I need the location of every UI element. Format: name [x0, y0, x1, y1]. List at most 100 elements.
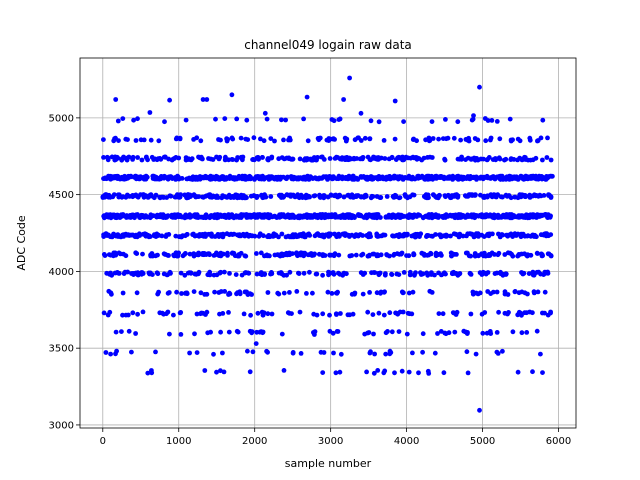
- data-point: [542, 289, 548, 295]
- data-point: [281, 137, 286, 143]
- data-point: [104, 233, 110, 239]
- data-point: [224, 195, 230, 200]
- data-point: [455, 119, 461, 125]
- data-point: [243, 253, 249, 259]
- data-point: [134, 290, 140, 296]
- data-point: [495, 351, 501, 356]
- data-point: [126, 233, 132, 238]
- data-point: [519, 289, 525, 295]
- data-point: [460, 233, 466, 239]
- data-point: [418, 175, 423, 181]
- data-point: [507, 177, 512, 182]
- data-point: [316, 233, 322, 238]
- data-point: [111, 231, 116, 237]
- data-point: [123, 312, 129, 318]
- data-point: [531, 290, 537, 296]
- data-point: [122, 269, 128, 275]
- data-point: [187, 251, 193, 257]
- data-point: [495, 192, 501, 198]
- data-point: [130, 310, 136, 316]
- data-point: [222, 116, 228, 121]
- data-point: [514, 214, 519, 220]
- data-point: [198, 138, 204, 144]
- data-point: [544, 155, 550, 160]
- data-point: [333, 370, 339, 376]
- data-point: [433, 250, 439, 256]
- data-point: [198, 214, 204, 220]
- data-point: [320, 370, 326, 375]
- data-point: [358, 194, 364, 200]
- data-point: [179, 234, 184, 240]
- data-point: [372, 351, 377, 357]
- data-point: [248, 193, 254, 199]
- data-point: [165, 176, 171, 182]
- data-point: [484, 330, 490, 336]
- data-point: [313, 271, 319, 277]
- data-point: [106, 212, 112, 218]
- data-point: [375, 157, 381, 162]
- data-point: [141, 175, 147, 181]
- data-point: [539, 252, 545, 258]
- data-point: [506, 310, 511, 315]
- data-point: [109, 291, 114, 297]
- data-point: [298, 232, 304, 237]
- data-point: [469, 231, 475, 237]
- data-point: [539, 174, 544, 179]
- data-point: [544, 174, 549, 179]
- data-point: [494, 289, 500, 295]
- x-tick-label: 1000: [166, 436, 191, 447]
- data-point: [129, 349, 134, 355]
- data-point: [392, 98, 398, 104]
- data-point: [301, 253, 307, 259]
- data-point: [437, 193, 442, 199]
- data-point: [293, 234, 299, 239]
- data-point: [429, 155, 435, 160]
- data-point: [179, 291, 184, 296]
- data-point: [370, 312, 376, 317]
- data-point: [473, 231, 479, 237]
- data-point: [367, 252, 372, 258]
- data-point: [199, 310, 204, 316]
- data-point: [218, 269, 224, 275]
- data-point: [113, 213, 118, 219]
- data-point: [259, 193, 265, 199]
- data-point: [340, 272, 346, 278]
- data-point: [497, 156, 503, 162]
- data-point: [334, 154, 339, 160]
- data-point: [202, 368, 208, 373]
- data-point: [379, 233, 384, 239]
- data-point: [225, 253, 230, 258]
- data-point: [328, 192, 334, 198]
- data-point: [253, 341, 259, 346]
- data-point: [183, 291, 188, 296]
- data-point: [424, 270, 430, 276]
- data-point: [289, 233, 295, 239]
- data-point: [123, 136, 129, 142]
- data-point: [177, 135, 183, 141]
- data-point: [524, 233, 530, 239]
- data-point: [286, 156, 292, 162]
- data-point: [217, 177, 222, 182]
- data-point: [322, 193, 327, 199]
- data-point: [396, 195, 402, 201]
- data-point: [111, 175, 116, 181]
- data-point: [178, 270, 184, 276]
- data-point: [215, 195, 221, 200]
- data-point: [512, 194, 517, 200]
- data-point: [260, 329, 266, 335]
- data-point: [265, 157, 271, 163]
- data-point: [312, 212, 317, 218]
- data-point: [225, 137, 231, 142]
- data-point: [290, 350, 296, 355]
- data-point: [436, 311, 442, 316]
- data-point: [296, 270, 301, 276]
- data-point: [432, 350, 438, 356]
- data-point: [183, 212, 189, 218]
- data-point: [512, 289, 518, 294]
- data-point: [335, 329, 341, 334]
- data-point: [425, 155, 430, 160]
- data-point: [492, 271, 498, 276]
- x-tick-label: 4000: [394, 436, 419, 447]
- data-point: [426, 371, 432, 376]
- data-point: [412, 272, 417, 278]
